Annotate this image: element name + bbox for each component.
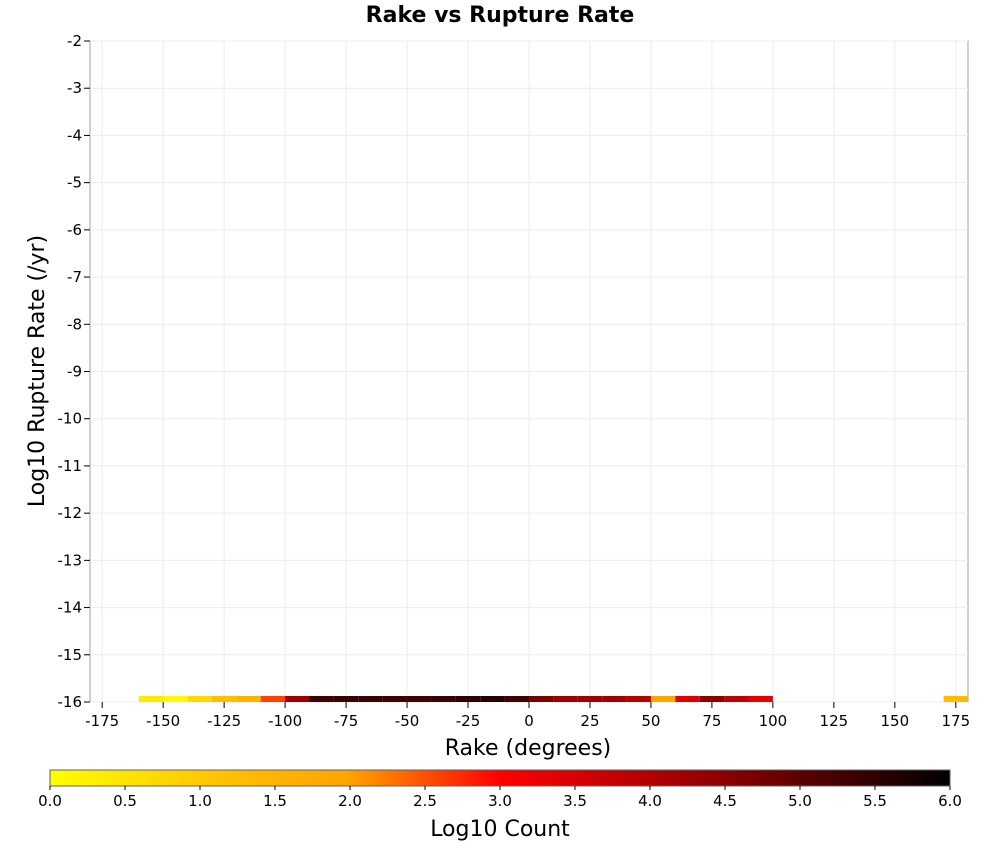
colorbar-tick-label: 3.0: [488, 792, 512, 810]
heatmap-cells: [138, 696, 968, 702]
y-axis-ticks: -2 -3 -4 -5 -6 -7 -8 -9 -10 -11 -12 -13 -14 -15 -16: [58, 32, 90, 711]
heatmap-cell: [699, 696, 725, 702]
heatmap-cell: [138, 696, 164, 702]
x-tick-label: 25: [580, 712, 599, 730]
colorbar-tick-label: 0.5: [113, 792, 137, 810]
colorbar-tick-label: 4.0: [638, 792, 662, 810]
colorbar-title: Log10 Count: [430, 817, 570, 842]
heatmap-cell: [358, 696, 383, 702]
y-tick-label: -9: [67, 363, 82, 381]
heatmap-cell: [236, 696, 261, 702]
colorbar-tick-label: 1.5: [263, 792, 287, 810]
heatmap-cell: [504, 696, 529, 702]
colorbar-ticks: 0.0 0.5 1.0 1.5 2.0 2.5 3.0 3.5 4.0 4.5 5.0 5.5 6.0: [38, 786, 962, 810]
x-axis-ticks: -175 -150 -125 -100 -75 -50 -25 0 25 50 75 100 125 15…: [85, 702, 970, 730]
heatmap-cell: [455, 696, 481, 702]
heatmap-cell: [333, 696, 359, 702]
heatmap-cell: [675, 696, 700, 702]
heatmap-cell: [211, 696, 237, 702]
x-tick-label: 175: [941, 712, 970, 730]
heatmap-cell: [309, 696, 334, 702]
x-tick-label: -125: [207, 712, 241, 730]
y-tick-label: -3: [67, 79, 82, 97]
y-tick-label: -15: [58, 646, 83, 664]
y-tick-label: -4: [67, 126, 82, 144]
x-tick-label: 75: [702, 712, 721, 730]
x-tick-label: -75: [334, 712, 359, 730]
y-tick-label: -6: [67, 221, 82, 239]
heatmap-cell: [724, 696, 749, 702]
heatmap-cell: [748, 696, 773, 702]
colorbar-tick-label: 5.0: [788, 792, 812, 810]
chart-title: Rake vs Rupture Rate: [366, 3, 635, 28]
heatmap-cell: [431, 696, 456, 702]
heatmap-cell: [285, 696, 310, 702]
y-tick-label: -10: [58, 410, 83, 428]
colorbar-tick-label: 6.0: [938, 792, 962, 810]
y-tick-label: -14: [58, 599, 83, 617]
colorbar-tick-label: 2.5: [413, 792, 437, 810]
heatmap-cell: [163, 696, 188, 702]
y-tick-label: -5: [67, 174, 82, 192]
y-tick-label: -7: [67, 268, 82, 286]
x-tick-label: -50: [395, 712, 420, 730]
x-tick-label: 50: [641, 712, 660, 730]
colorbar-tick-label: 5.5: [863, 792, 887, 810]
colorbar-tick-label: 0.0: [38, 792, 62, 810]
x-tick-label: -100: [268, 712, 302, 730]
heatmap-cell: [553, 696, 578, 702]
heatmap-cell: [187, 696, 212, 702]
heatmap-cell: [602, 696, 627, 702]
heatmap-cell: [650, 696, 676, 702]
y-tick-label: -13: [58, 551, 83, 569]
x-tick-label: 150: [881, 712, 910, 730]
colorbar: [49, 769, 951, 787]
colorbar-tick-label: 3.5: [563, 792, 587, 810]
grid-lines: [90, 40, 968, 703]
x-tick-label: -25: [456, 712, 481, 730]
x-tick-label: 0: [524, 712, 534, 730]
y-tick-label: -12: [58, 504, 83, 522]
colorbar-tick-label: 4.5: [713, 792, 737, 810]
x-tick-label: 125: [820, 712, 849, 730]
y-tick-label: -16: [58, 693, 83, 711]
heatmap-cell: [943, 696, 968, 702]
heatmap-cell: [626, 696, 651, 702]
x-axis-title: Rake (degrees): [445, 736, 612, 761]
x-tick-label: -150: [146, 712, 180, 730]
heatmap-cell: [260, 696, 286, 702]
y-tick-label: -8: [67, 315, 82, 333]
heatmap-cell: [480, 696, 505, 702]
x-tick-label: -175: [85, 712, 119, 730]
y-tick-label: -11: [58, 457, 83, 475]
heatmap-cell: [382, 696, 408, 702]
x-tick-label: 100: [759, 712, 788, 730]
colorbar-tick-label: 2.0: [338, 792, 362, 810]
heatmap-cell: [577, 696, 603, 702]
heatmap-cell: [529, 696, 554, 702]
y-tick-label: -2: [67, 32, 82, 50]
heatmap-cell: [407, 696, 432, 702]
colorbar-tick-label: 1.0: [188, 792, 212, 810]
y-axis-title: Log10 Rupture Rate (/yr): [25, 235, 50, 507]
